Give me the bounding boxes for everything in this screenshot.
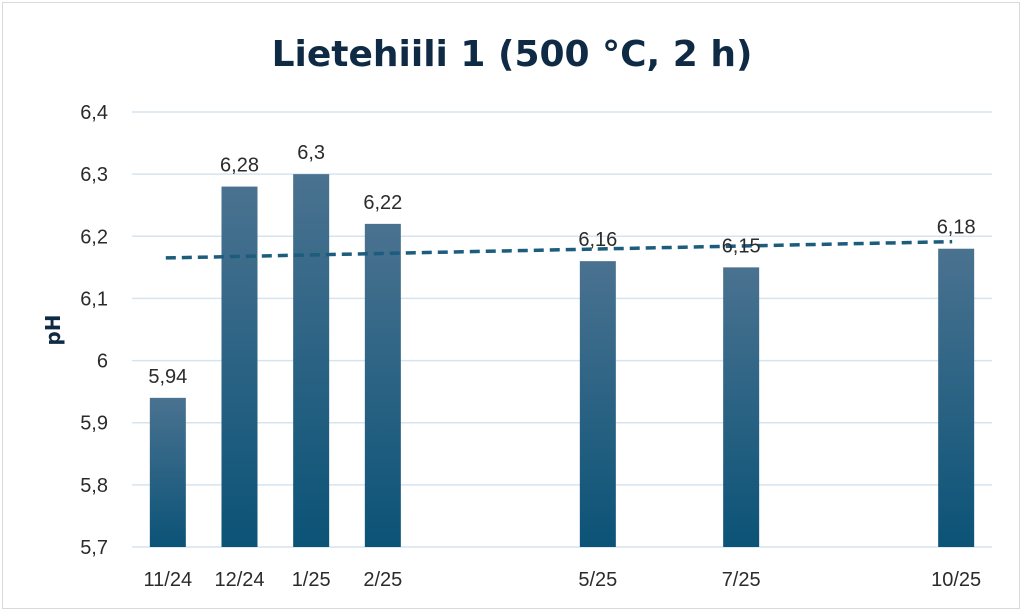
bar xyxy=(364,223,401,547)
y-tick-label: 6,3 xyxy=(80,164,108,186)
data-label: 6,3 xyxy=(297,142,325,164)
y-tick-label: 6,1 xyxy=(80,288,108,310)
x-tick-label: 1/25 xyxy=(292,569,331,591)
trendline-group xyxy=(165,239,953,260)
chart-title: Lietehiili 1 (500 °C, 2 h) xyxy=(272,34,753,75)
bar xyxy=(579,261,616,547)
y-tick-label: 5,7 xyxy=(80,537,108,559)
data-label: 6,15 xyxy=(722,235,761,257)
data-label: 6,28 xyxy=(220,155,259,177)
bar xyxy=(723,267,760,547)
bar xyxy=(221,186,258,548)
y-tick-label: 5,8 xyxy=(80,475,108,497)
y-tick-label: 5,9 xyxy=(80,413,108,435)
bar xyxy=(293,174,330,547)
bar xyxy=(149,397,186,547)
x-tick-label: 2/25 xyxy=(363,569,402,591)
bar xyxy=(938,248,975,547)
data-label: 6,18 xyxy=(937,217,976,239)
y-tick-label: 6,2 xyxy=(80,226,108,248)
gridlines xyxy=(132,111,992,548)
x-axis-ticks: 11/24 12/24 1/25 2/25 5/25 7/25 10/25 xyxy=(144,569,982,591)
x-tick-label: 7/25 xyxy=(722,569,761,591)
data-label: 6,22 xyxy=(363,192,402,214)
y-tick-label: 6 xyxy=(97,351,108,373)
x-tick-label: 5/25 xyxy=(578,569,617,591)
data-label: 5,94 xyxy=(148,366,187,388)
y-axis-ticks: 5,7 5,8 5,9 6 6,1 6,2 6,3 6,4 xyxy=(80,102,108,559)
data-label: 6,16 xyxy=(578,229,617,251)
y-tick-label: 6,4 xyxy=(80,102,108,124)
x-tick-label: 10/25 xyxy=(931,569,981,591)
x-tick-label: 11/24 xyxy=(144,569,193,591)
bars xyxy=(149,174,975,548)
trendline xyxy=(165,239,953,260)
y-axis-label: pH xyxy=(41,314,65,345)
x-tick-label: 12/24 xyxy=(214,569,264,591)
data-labels: 5,94 6,28 6,3 6,22 6,16 6,15 6,18 xyxy=(148,142,975,388)
